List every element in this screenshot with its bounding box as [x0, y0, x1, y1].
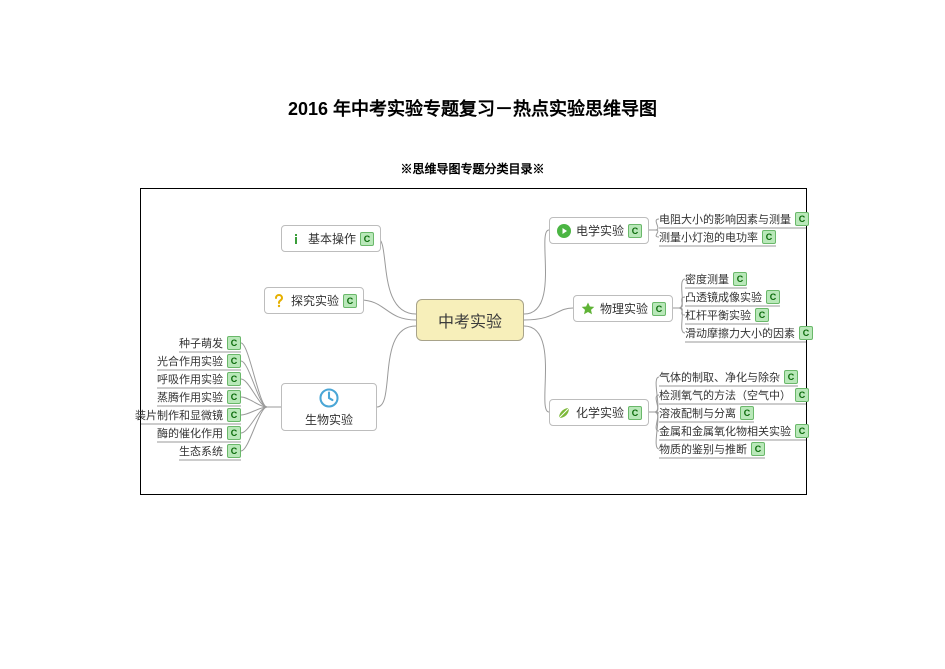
info-icon [288, 231, 304, 247]
connector [360, 300, 416, 320]
c-badge: C [227, 426, 241, 440]
c-badge: C [751, 442, 765, 456]
node-label: 物理实验 [600, 300, 648, 317]
central-node[interactable]: 中考实验 [416, 299, 524, 341]
leaf-label: 电阻大小的影响因素与测量 [659, 211, 791, 227]
page-title: 2016 年中考实验专题复习－热点实验思维导图 [0, 95, 945, 121]
star-icon [580, 301, 596, 317]
node-basic[interactable]: 基本操作 C [281, 225, 381, 252]
c-badge: C [795, 388, 809, 402]
leaf-label: 检测氧气的方法（空气中） [659, 387, 791, 403]
c-badge: C [795, 212, 809, 226]
leaf-item[interactable]: 光合作用实验 C [157, 353, 241, 369]
leaf-item[interactable]: 种子萌发 C [179, 335, 241, 351]
node-label: 生物实验 [305, 411, 353, 428]
page: 2016 年中考实验专题复习－热点实验思维导图 ※思维导图专题分类目录※ 中考实… [0, 0, 945, 669]
leaf-item[interactable]: 呼吸作用实验 C [157, 371, 241, 387]
c-badge: C [227, 444, 241, 458]
leaf-label: 气体的制取、净化与除杂 [659, 369, 780, 385]
question-icon [271, 293, 287, 309]
leaf-label: 呼吸作用实验 [157, 371, 223, 387]
leaf-label: 滑动摩擦力大小的因素 [685, 325, 795, 341]
c-badge: C [628, 224, 642, 238]
connector [524, 326, 549, 412]
leaf-item[interactable]: 装片制作和显微镜 C [135, 407, 241, 423]
leaf-item[interactable]: 金属和金属氧化物相关实验 C [659, 423, 809, 439]
leaf-item[interactable]: 测量小灯泡的电功率 C [659, 229, 776, 245]
c-badge: C [343, 294, 357, 308]
leaf-label: 生态系统 [179, 443, 223, 459]
leaf-item[interactable]: 生态系统 C [179, 443, 241, 459]
leaf-item[interactable]: 蒸腾作用实验 C [157, 389, 241, 405]
c-badge: C [740, 406, 754, 420]
node-elec[interactable]: 电学实验 C [549, 217, 649, 244]
leaf-label: 测量小灯泡的电功率 [659, 229, 758, 245]
c-badge: C [227, 408, 241, 422]
leaf-label: 密度测量 [685, 271, 729, 287]
leaf-item[interactable]: 溶液配制与分离 C [659, 405, 754, 421]
leaf-item[interactable]: 物质的鉴别与推断 C [659, 441, 765, 457]
c-badge: C [227, 372, 241, 386]
c-badge: C [784, 370, 798, 384]
c-badge: C [652, 302, 666, 316]
leaf-item[interactable]: 检测氧气的方法（空气中） C [659, 387, 809, 403]
node-bio[interactable]: 生物实验 [281, 383, 377, 431]
connector [524, 230, 549, 314]
leaf-label: 杠杆平衡实验 [685, 307, 751, 323]
c-badge: C [360, 232, 374, 246]
leaf-item[interactable]: 电阻大小的影响因素与测量 C [659, 211, 809, 227]
clock-icon [318, 387, 340, 409]
leaf-item[interactable]: 杠杆平衡实验 C [685, 307, 769, 323]
c-badge: C [755, 308, 769, 322]
node-label: 基本操作 [308, 230, 356, 247]
leaf-label: 光合作用实验 [157, 353, 223, 369]
leaf-item[interactable]: 酶的催化作用 C [157, 425, 241, 441]
connector [377, 238, 416, 314]
play-icon [556, 223, 572, 239]
leaf-label: 金属和金属氧化物相关实验 [659, 423, 791, 439]
leaf-label: 溶液配制与分离 [659, 405, 736, 421]
c-badge: C [227, 336, 241, 350]
leaf-item[interactable]: 气体的制取、净化与除杂 C [659, 369, 798, 385]
c-badge: C [227, 354, 241, 368]
connector [524, 308, 573, 320]
leaf-label: 装片制作和显微镜 [135, 407, 223, 423]
c-badge: C [799, 326, 813, 340]
node-chem[interactable]: 化学实验 C [549, 399, 649, 426]
leaf-item[interactable]: 滑动摩擦力大小的因素 C [685, 325, 813, 341]
leaf-item[interactable]: 密度测量 C [685, 271, 747, 287]
leaf-item[interactable]: 凸透镜成像实验 C [685, 289, 780, 305]
c-badge: C [628, 406, 642, 420]
leaf-label: 物质的鉴别与推断 [659, 441, 747, 457]
node-label: 电学实验 [576, 222, 624, 239]
c-badge: C [762, 230, 776, 244]
central-label: 中考实验 [438, 308, 502, 332]
c-badge: C [227, 390, 241, 404]
leaf-icon [556, 405, 572, 421]
leaf-label: 蒸腾作用实验 [157, 389, 223, 405]
mindmap-frame: 中考实验基本操作C探究实验C生物实验电学实验C物理实验C化学实验C种子萌发C光合… [140, 188, 807, 495]
node-label: 探究实验 [291, 292, 339, 309]
leaf-label: 凸透镜成像实验 [685, 289, 762, 305]
node-phys[interactable]: 物理实验 C [573, 295, 673, 322]
leaf-label: 种子萌发 [179, 335, 223, 351]
page-subtitle: ※思维导图专题分类目录※ [0, 160, 945, 177]
c-badge: C [795, 424, 809, 438]
node-explore[interactable]: 探究实验 C [264, 287, 364, 314]
connector [377, 326, 416, 407]
node-label: 化学实验 [576, 404, 624, 421]
leaf-label: 酶的催化作用 [157, 425, 223, 441]
c-badge: C [766, 290, 780, 304]
c-badge: C [733, 272, 747, 286]
